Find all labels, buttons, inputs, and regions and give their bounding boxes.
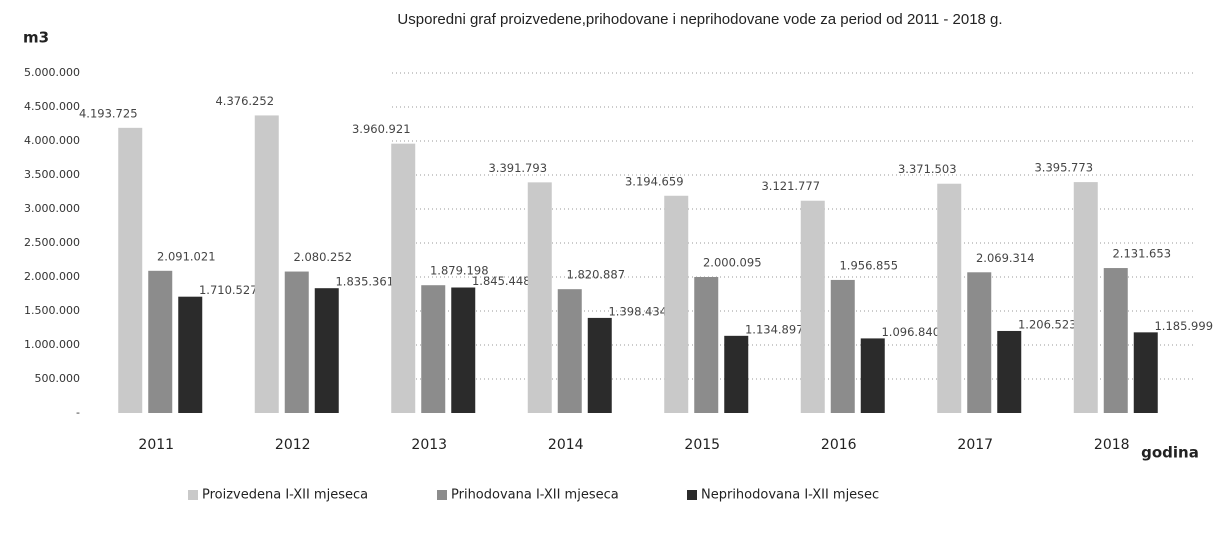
bar [148, 270, 173, 413]
x-tick-label: 2018 [1094, 437, 1130, 453]
bar [254, 115, 279, 414]
data-label: 1.956.855 [839, 258, 898, 272]
data-label: 2.000.095 [703, 255, 762, 269]
x-tick-label: 2014 [548, 437, 584, 453]
data-label: 1.398.434 [608, 304, 667, 318]
y-axis-label: m3 [23, 29, 49, 47]
x-axis-label: godina [1141, 444, 1199, 462]
bar [937, 183, 962, 413]
y-tick-label: - [76, 406, 80, 419]
data-label: 3.121.777 [761, 179, 820, 193]
data-label: 1.096.840 [881, 325, 940, 339]
data-label: 1.710.527 [199, 283, 258, 297]
legend-label: Proizvedena I-XII mjeseca [202, 488, 368, 503]
y-tick-label: 1.000.000 [24, 338, 80, 351]
data-label: 2.080.252 [293, 250, 352, 264]
data-label: 2.131.653 [1112, 247, 1171, 261]
data-label: 1.134.897 [745, 322, 804, 336]
y-tick-label: 3.500.000 [24, 168, 80, 181]
y-tick-label: 4.500.000 [24, 100, 80, 113]
bar [997, 330, 1022, 413]
bar [664, 195, 689, 413]
y-tick-label: 1.500.000 [24, 304, 80, 317]
bar [178, 296, 203, 413]
bar [527, 182, 552, 413]
y-tick-label: 5.000.000 [24, 66, 80, 79]
bar [391, 143, 416, 413]
data-label: 2.069.314 [976, 251, 1035, 265]
bar [421, 285, 446, 413]
data-label: 1.845.448 [472, 274, 531, 288]
bar [557, 289, 582, 413]
legend-label: Neprihodovana I-XII mjesec [701, 488, 879, 503]
data-label: 1.206.523 [1018, 317, 1077, 331]
bar [830, 279, 855, 413]
bar [694, 276, 719, 413]
chart-title: Usporedni graf proizvedene,prihodovane i… [397, 11, 1002, 28]
x-tick-label: 2015 [684, 437, 720, 453]
data-label: 1.185.999 [1154, 319, 1213, 333]
bar [451, 287, 476, 413]
data-label: 1.835.361 [335, 275, 394, 289]
y-tick-label: 4.000.000 [24, 134, 80, 147]
bar [1073, 182, 1098, 413]
bar [967, 272, 992, 413]
data-label: 3.194.659 [625, 174, 684, 188]
bar [1133, 332, 1158, 413]
data-label: 3.960.921 [352, 122, 411, 136]
data-label: 2.091.021 [157, 249, 216, 263]
y-tick-label: 3.000.000 [24, 202, 80, 215]
legend-swatch [687, 490, 697, 500]
data-label: 4.376.252 [215, 94, 274, 108]
legend-label: Prihodovana I-XII mjeseca [451, 488, 619, 503]
bar [314, 288, 339, 413]
bar [1103, 268, 1128, 413]
bar [800, 200, 825, 413]
bar [284, 271, 309, 413]
bar [587, 317, 612, 413]
legend-swatch [188, 490, 198, 500]
x-tick-label: 2016 [821, 437, 857, 453]
data-label: 4.193.725 [79, 106, 138, 120]
data-label: 3.395.773 [1034, 161, 1093, 175]
x-tick-label: 2011 [138, 437, 174, 453]
x-tick-label: 2012 [275, 437, 311, 453]
bar [118, 127, 143, 414]
bar [860, 338, 885, 413]
legend-swatch [437, 490, 447, 500]
data-label: 1.820.887 [566, 268, 625, 282]
data-label: 3.391.793 [488, 161, 547, 175]
y-tick-label: 2.500.000 [24, 236, 80, 249]
y-tick-label: 2.000.000 [24, 270, 80, 283]
x-tick-label: 2017 [957, 437, 993, 453]
y-tick-label: 500.000 [35, 372, 81, 385]
bar [724, 335, 749, 413]
data-label: 3.371.503 [898, 162, 957, 176]
data-label: 1.879.198 [430, 264, 489, 278]
x-tick-label: 2013 [411, 437, 447, 453]
